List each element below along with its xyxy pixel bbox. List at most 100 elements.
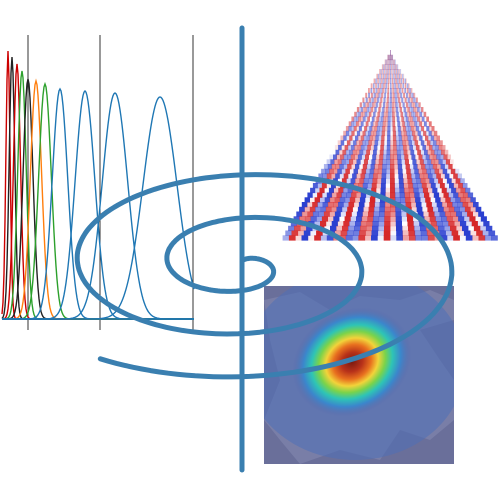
interference-cell [359, 178, 365, 184]
interference-cell [364, 126, 368, 132]
interference-cell [374, 197, 381, 203]
interference-cell [423, 211, 429, 217]
interference-cell [427, 206, 434, 213]
interference-cell [373, 78, 375, 84]
interference-cell [395, 135, 400, 141]
interference-cell [346, 140, 351, 146]
interference-cell [314, 197, 320, 203]
interference-cell [379, 154, 384, 160]
interference-cell [370, 164, 375, 170]
interference-cell [390, 135, 394, 141]
interference-cell [446, 216, 453, 222]
interference-cell [431, 126, 435, 132]
interference-cell [465, 235, 473, 241]
interference-cell [397, 83, 400, 89]
interference-cell [374, 126, 378, 132]
interference-cell [344, 140, 348, 145]
interference-cell [375, 159, 380, 165]
interference-cell [401, 130, 405, 137]
interference-cell [410, 168, 415, 175]
interference-cell [371, 116, 375, 122]
interference-cell [351, 116, 355, 122]
interference-cell [390, 54, 391, 61]
interference-cell [387, 59, 388, 65]
interference-cell [384, 64, 386, 70]
interference-cell [378, 221, 385, 227]
interference-cell [390, 121, 393, 127]
interference-cell [404, 187, 410, 194]
interference-cell [351, 192, 357, 198]
interference-cell [385, 73, 388, 80]
interference-cell [397, 159, 402, 165]
interference-cell [372, 92, 375, 99]
interference-cell [407, 154, 412, 160]
interference-cell [378, 135, 382, 141]
interference-cell [379, 78, 381, 84]
interference-cell [353, 202, 360, 208]
interference-cell [403, 126, 406, 132]
interference-cell [381, 111, 385, 118]
interference-cell [407, 178, 413, 184]
interference-cell [410, 202, 417, 208]
interference-cell [333, 202, 339, 208]
interference-cell [347, 145, 352, 151]
interference-cell [369, 92, 372, 99]
interference-cell [384, 73, 386, 80]
interference-cell [404, 154, 409, 160]
interference-cell [391, 54, 392, 61]
interference-cell [408, 88, 410, 94]
interference-cell [410, 126, 414, 132]
interference-cell [400, 88, 403, 94]
interference-cell [387, 126, 391, 132]
interference-cell [382, 121, 386, 127]
interference-cell [385, 59, 387, 65]
interference-cell [432, 145, 436, 151]
interference-cell [322, 173, 328, 179]
interference-cell [390, 131, 393, 136]
interference-cell [392, 64, 394, 70]
interference-cell [430, 140, 434, 146]
interference-cell [425, 178, 430, 184]
interference-cell [349, 149, 353, 156]
interference-cell [317, 192, 323, 198]
interference-cell [383, 78, 385, 84]
interference-cell [463, 230, 471, 236]
interference-cell [408, 230, 416, 236]
interference-cell [407, 97, 410, 103]
interference-cell [362, 97, 365, 103]
interference-cell [383, 64, 385, 70]
interference-cell [375, 92, 378, 99]
interference-cell [321, 168, 326, 175]
interference-cell [371, 187, 377, 194]
interference-cell [386, 59, 388, 65]
interference-cell [393, 102, 396, 108]
interference-cell [385, 187, 391, 194]
interference-cell [413, 102, 416, 108]
interference-cell [367, 116, 370, 122]
interference-cell [451, 178, 457, 184]
interference-cell [375, 88, 378, 94]
interference-cell [415, 202, 422, 208]
interference-cell [407, 149, 411, 156]
interference-cell [400, 69, 402, 75]
interference-cell [387, 116, 391, 122]
interference-cell [378, 92, 381, 99]
interference-cell [337, 221, 344, 227]
interference-cell [401, 83, 403, 89]
interference-cell [386, 102, 389, 108]
interference-cell [432, 164, 438, 170]
interference-cell [428, 126, 432, 132]
interference-cell [394, 173, 399, 179]
interference-cell [381, 135, 385, 141]
interference-cell [459, 206, 466, 213]
interference-cell [364, 111, 368, 118]
interference-cell [453, 173, 458, 179]
interference-cell [396, 225, 403, 232]
interference-cell [456, 211, 462, 217]
interference-cell [349, 221, 356, 227]
interference-cell [396, 83, 399, 89]
interference-cell [385, 78, 387, 84]
interference-cell [478, 211, 485, 217]
interference-cell [435, 145, 439, 151]
interference-cell [414, 140, 419, 146]
